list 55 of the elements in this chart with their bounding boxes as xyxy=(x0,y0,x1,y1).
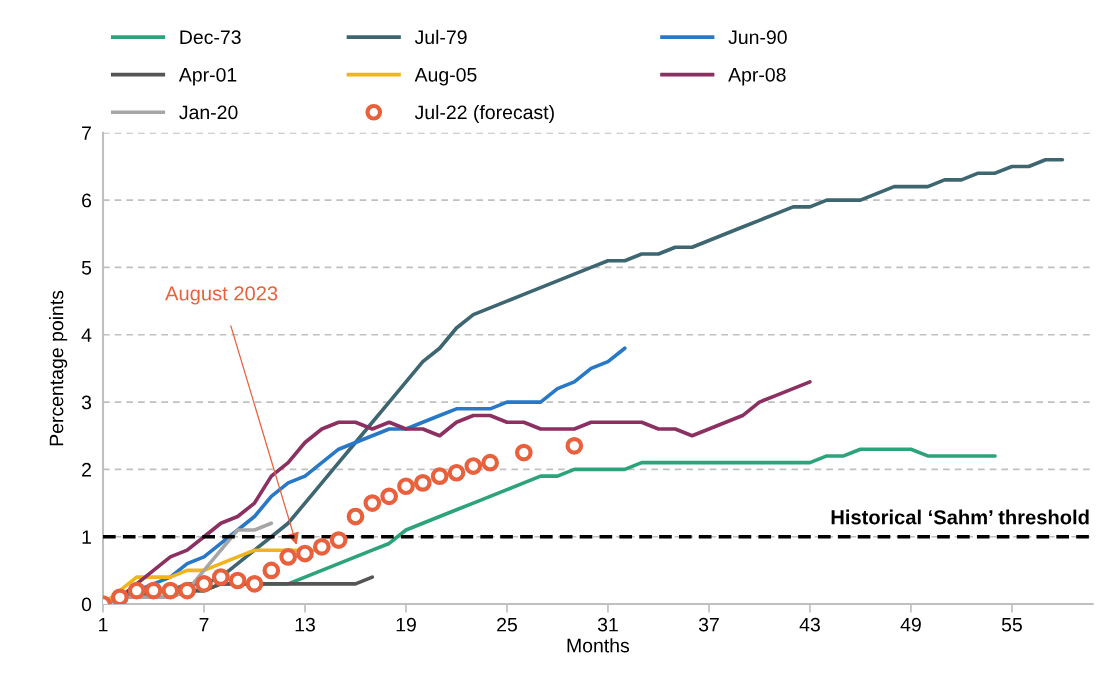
legend-label: Jul-79 xyxy=(414,29,467,45)
point xyxy=(380,487,399,506)
point xyxy=(565,436,584,455)
y-tick-label: 0 xyxy=(81,597,92,612)
point xyxy=(178,581,197,600)
point xyxy=(161,581,180,600)
y-axis-title: Percentage points xyxy=(49,290,68,446)
x-tick-label: 7 xyxy=(199,617,209,632)
y-tick-label: 1 xyxy=(82,530,91,544)
y-tick-label: 7 xyxy=(82,126,91,140)
point xyxy=(228,571,247,590)
x-tick-label: 31 xyxy=(597,617,618,632)
legend-label: Aug-05 xyxy=(414,67,477,86)
ref-line-label: Historical ‘Sahm’ threshold xyxy=(831,509,1089,525)
y-tick-label: 4 xyxy=(81,328,92,342)
x-tick-label: 37 xyxy=(698,617,719,632)
point xyxy=(279,548,298,566)
point xyxy=(430,467,449,485)
point xyxy=(413,474,432,492)
point xyxy=(144,581,163,600)
x-tick-label: 25 xyxy=(497,617,517,632)
x-tick-label: 49 xyxy=(900,617,921,632)
y-tick-label: 2 xyxy=(82,462,91,477)
point xyxy=(447,463,466,482)
point xyxy=(111,588,129,605)
x-axis-title: Months xyxy=(567,638,630,653)
y-tick-label: 5 xyxy=(81,261,92,275)
x-tick-label: 43 xyxy=(799,617,820,632)
point xyxy=(127,581,146,600)
x-tick-label: 19 xyxy=(396,617,416,632)
point xyxy=(312,537,331,556)
legend-label: Jan-20 xyxy=(179,105,238,120)
legend-label: Apr-08 xyxy=(728,67,786,86)
y-tick-label: 6 xyxy=(82,193,92,208)
legend-label: Jul-22 (forecast) xyxy=(414,104,554,124)
annotation: August 2023 xyxy=(165,286,278,305)
point xyxy=(363,494,382,512)
legend-label: Apr-01 xyxy=(178,67,237,86)
x-tick-label: 1 xyxy=(99,617,108,632)
point xyxy=(195,574,213,593)
x-tick-label: 55 xyxy=(1001,617,1022,632)
point xyxy=(514,443,533,462)
y-tick-label: 3 xyxy=(81,395,92,410)
point xyxy=(245,574,264,593)
legend-label: Dec-73 xyxy=(180,30,241,45)
x-tick-label: 13 xyxy=(295,617,315,632)
legend-label: Jun-90 xyxy=(728,30,787,45)
point xyxy=(329,531,348,549)
point xyxy=(346,507,365,526)
point xyxy=(296,544,314,563)
point xyxy=(211,568,230,586)
point xyxy=(464,457,483,475)
point xyxy=(262,561,281,580)
point xyxy=(397,477,415,496)
point xyxy=(481,453,500,472)
